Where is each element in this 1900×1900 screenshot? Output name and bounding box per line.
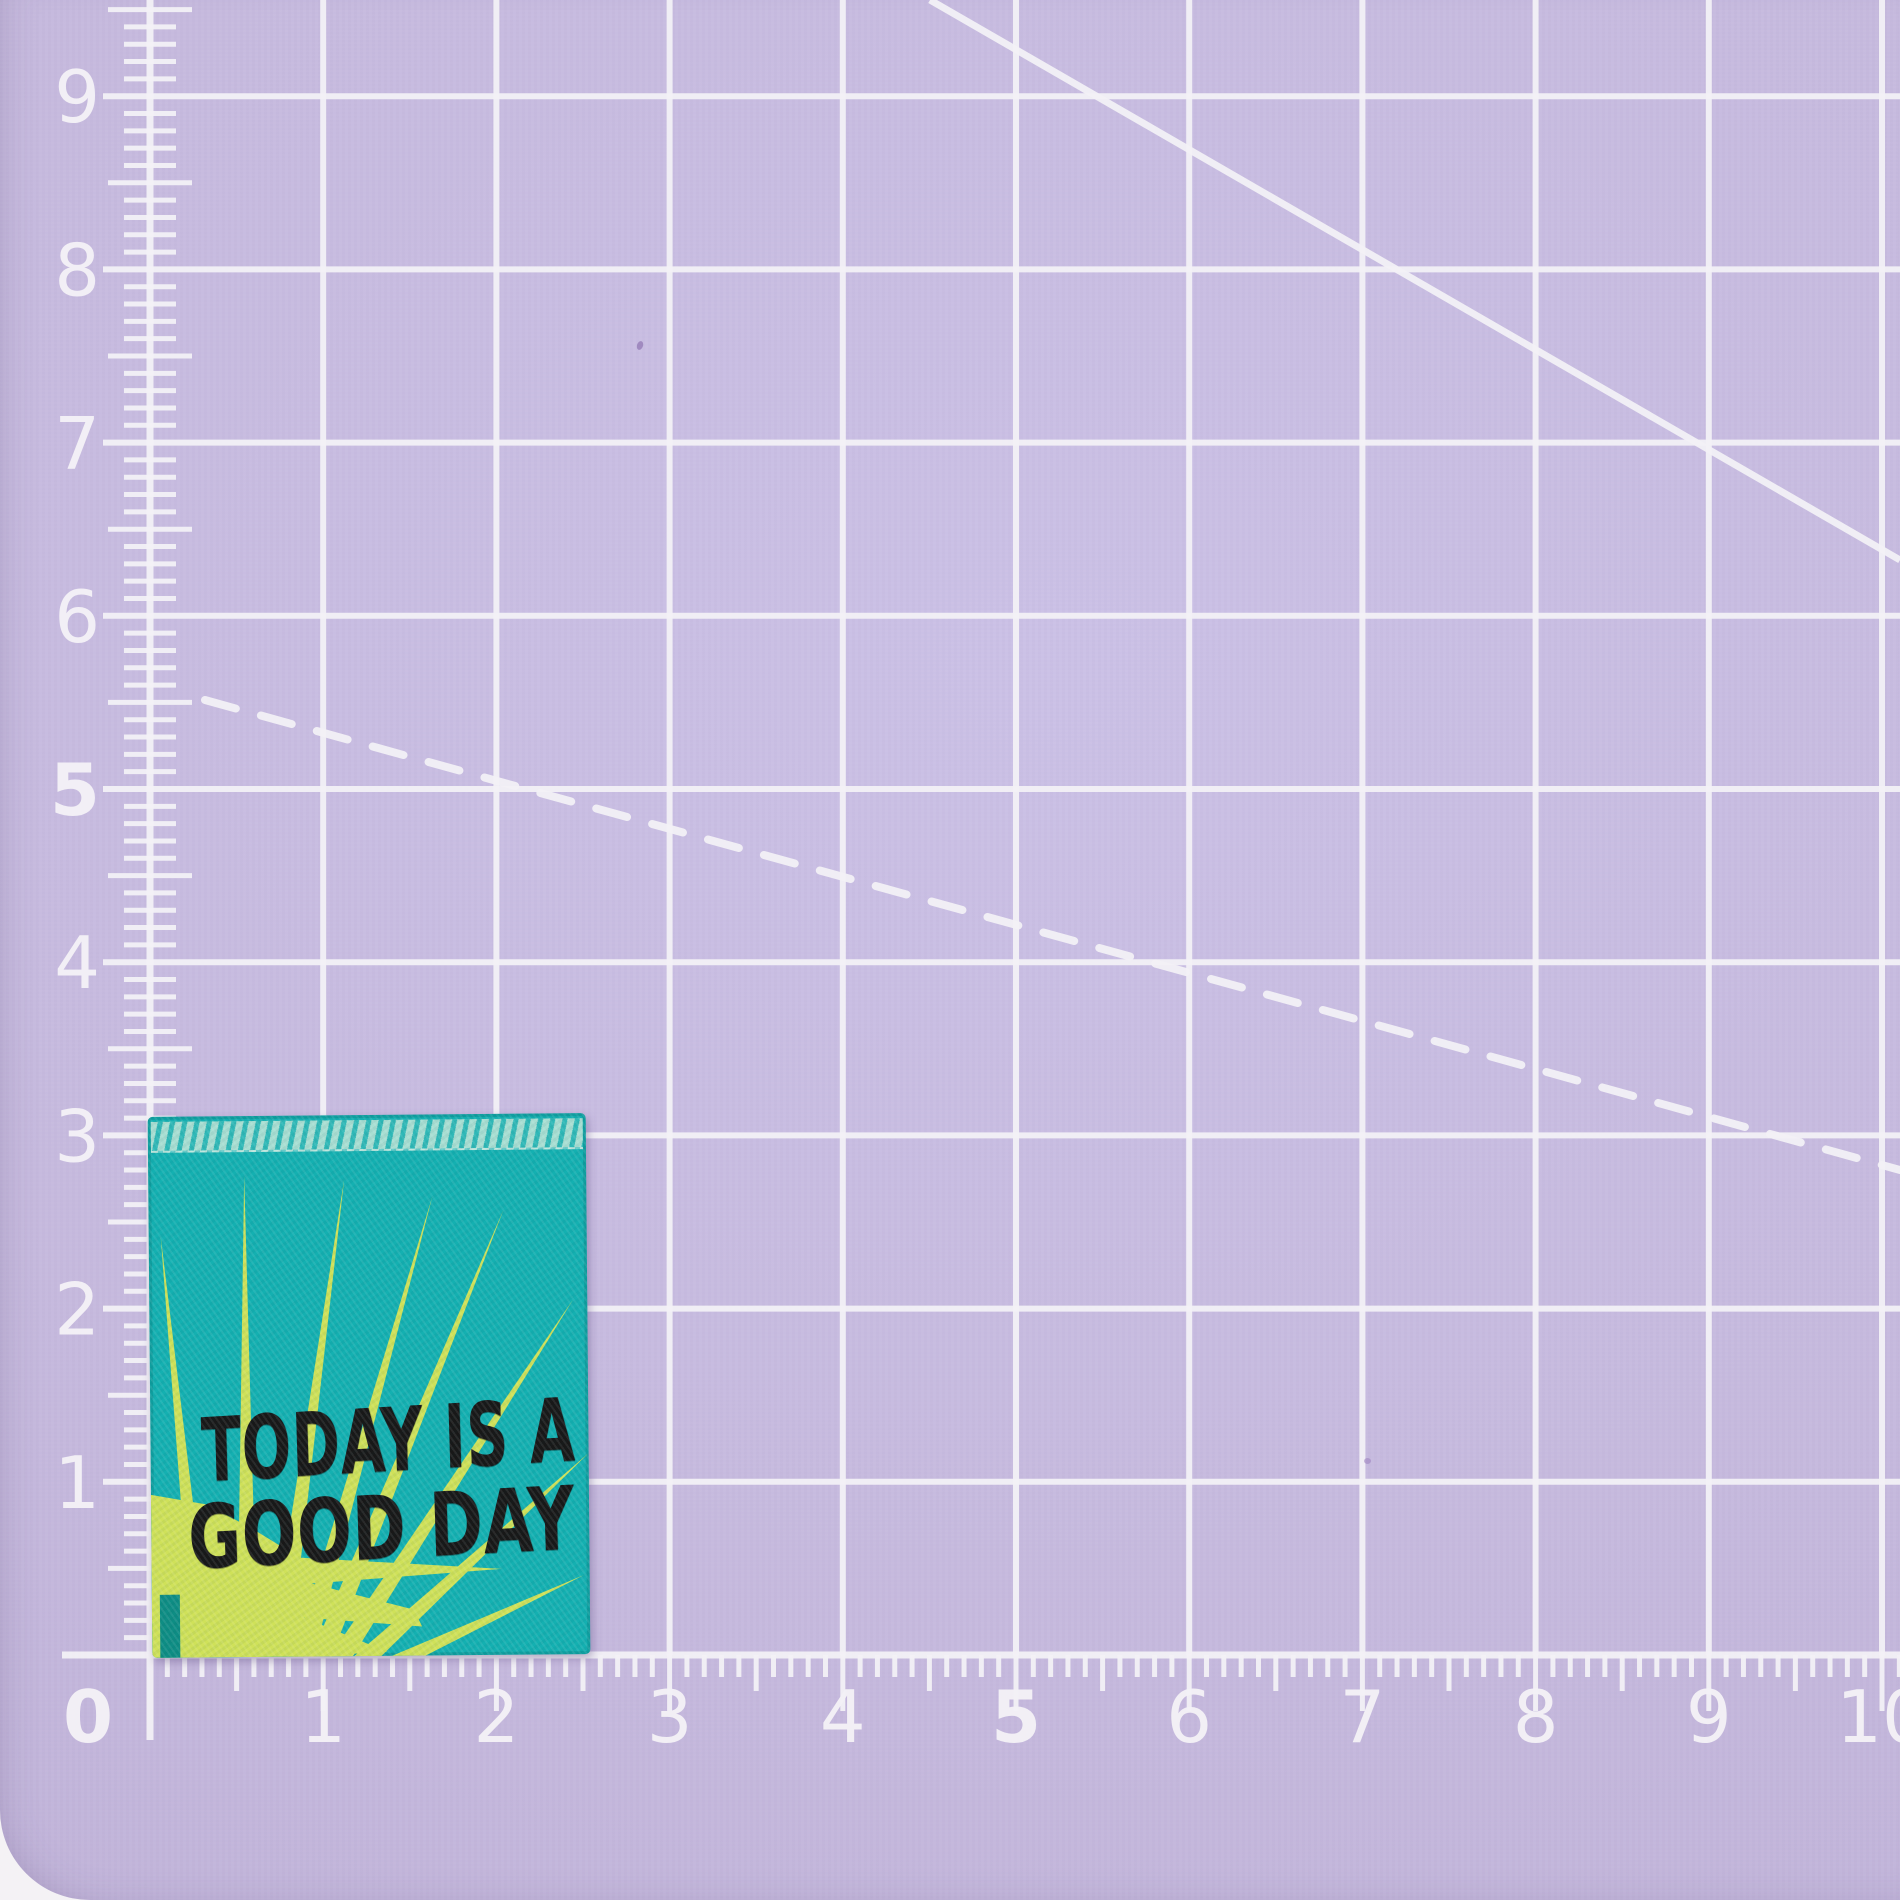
svg-text:10: 10 [1836, 1675, 1900, 1759]
svg-text:9: 9 [54, 55, 100, 139]
svg-text:5: 5 [991, 1675, 1041, 1759]
svg-text:4: 4 [820, 1675, 866, 1759]
svg-text:9: 9 [1686, 1675, 1732, 1759]
fabric-label: TODAY IS A GOOD DAY [147, 1113, 591, 1658]
svg-text:8: 8 [54, 228, 100, 312]
svg-text:7: 7 [1339, 1675, 1385, 1759]
svg-text:6: 6 [54, 575, 100, 659]
svg-text:4: 4 [54, 921, 100, 1005]
svg-text:0: 0 [63, 1675, 113, 1759]
label-text-line2: GOOD DAY [186, 1466, 577, 1590]
svg-text:8: 8 [1513, 1675, 1559, 1759]
svg-text:2: 2 [54, 1268, 100, 1352]
svg-text:1: 1 [300, 1675, 346, 1759]
svg-text:1: 1 [54, 1441, 100, 1525]
svg-text:3: 3 [647, 1675, 693, 1759]
svg-text:5: 5 [50, 748, 100, 832]
svg-text:2: 2 [473, 1675, 519, 1759]
svg-text:7: 7 [54, 402, 100, 486]
sunburst-graphic [150, 1176, 589, 1658]
svg-text:6: 6 [1166, 1675, 1212, 1759]
svg-text:3: 3 [54, 1094, 100, 1178]
label-stitched-edge [150, 1118, 583, 1153]
